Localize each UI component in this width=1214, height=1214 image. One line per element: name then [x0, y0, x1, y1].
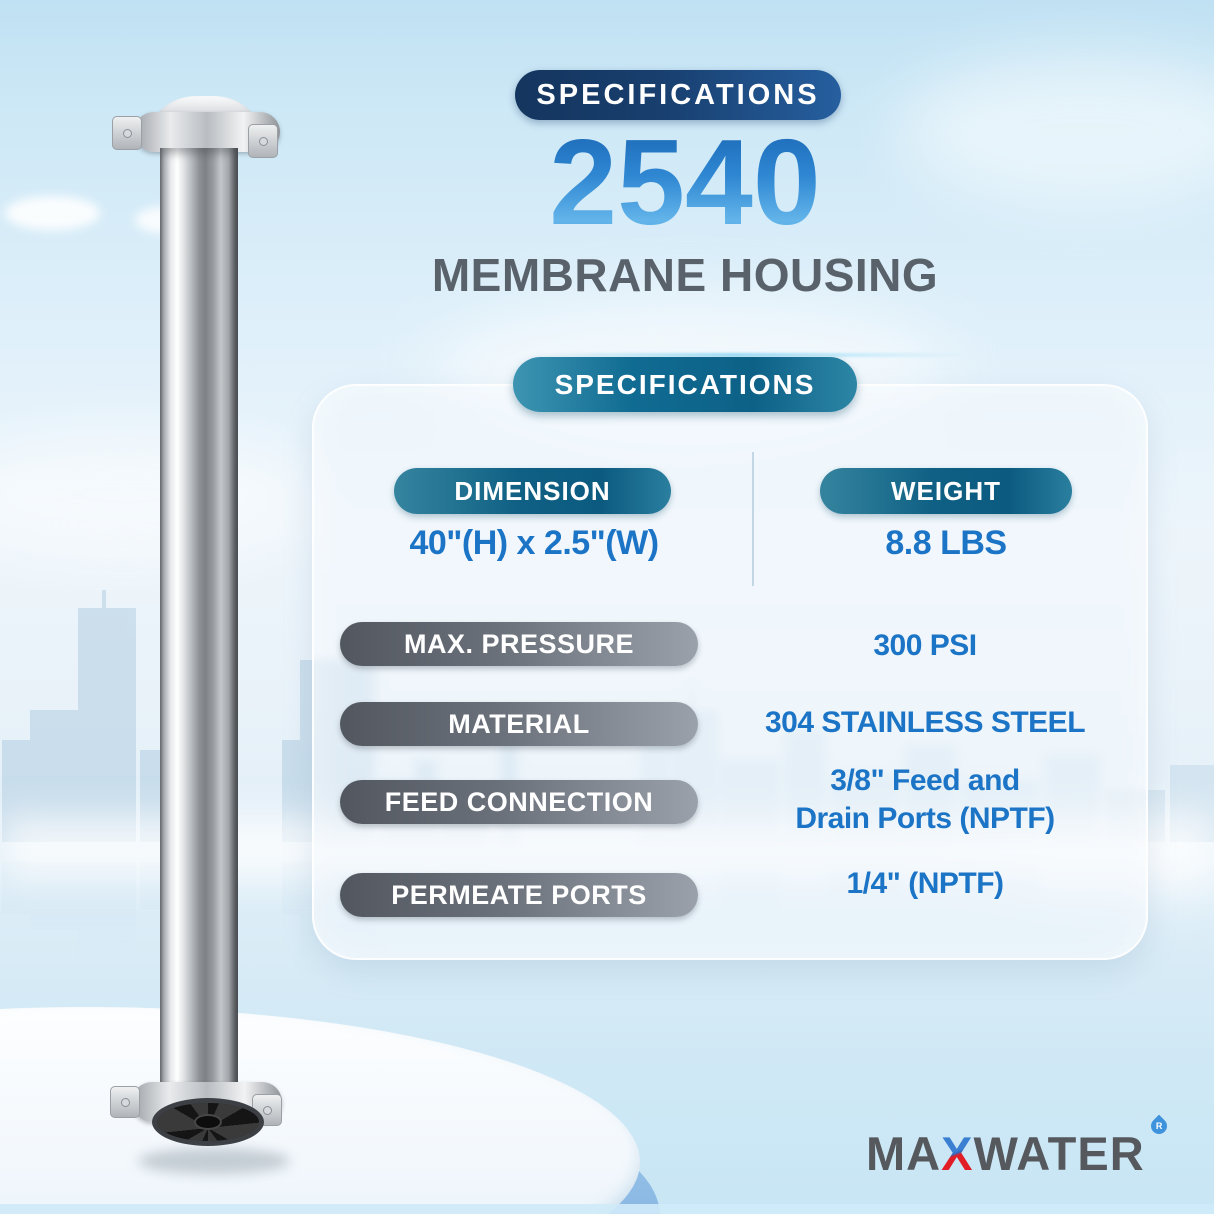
top-clamp-bolt-right [248, 124, 278, 158]
screw [122, 128, 132, 138]
product-code: 2540 [315, 118, 1055, 246]
weight-label: WEIGHT [891, 475, 1001, 506]
specifications-badge-card: SPECIFICATIONS [513, 357, 857, 412]
feed-connection-label-pill: FEED CONNECTION [340, 780, 698, 824]
cloud [5, 196, 100, 230]
cloud [900, 55, 1214, 205]
dimension-label-pill: DIMENSION [394, 468, 671, 514]
badge-glow [545, 353, 965, 357]
permeate-ports-label: PERMEATE PORTS [391, 879, 647, 910]
screw [262, 1105, 272, 1115]
bottom-clamp-bolt-left [110, 1086, 140, 1118]
weight-label-pill: WEIGHT [820, 468, 1072, 514]
max-pressure-label: MAX. PRESSURE [403, 628, 635, 659]
logo-x-letter: X [941, 1127, 974, 1180]
feed-connection-value: 3/8" Feed and Drain Ports (NPTF) [795, 764, 1055, 836]
dimension-label: DIMENSION [454, 475, 611, 506]
dimension-value: 40"(H) x 2.5"(W) [409, 524, 659, 562]
pedestal-top [0, 1007, 640, 1214]
material-label-pill: MATERIAL [340, 702, 698, 746]
material-value: 304 STAINLESS STEEL [764, 706, 1086, 739]
product-name: MEMBRANE HOUSING [431, 249, 939, 301]
max-pressure-value: 300 PSI [873, 629, 977, 662]
specifications-badge-card-label: SPECIFICATIONS [554, 368, 816, 400]
maxwater-logo: MAXWATER R [866, 1114, 1171, 1181]
logo-text-ma: MA [866, 1127, 942, 1180]
specifications-badge-top: SPECIFICATIONS [515, 70, 841, 120]
max-pressure-label-pill: MAX. PRESSURE [340, 622, 698, 666]
weight-value: 8.8 LBS [885, 524, 1007, 562]
screw [258, 136, 268, 146]
registered-mark: R [1155, 1121, 1162, 1131]
material-label: MATERIAL [448, 708, 590, 739]
permeate-ports-value: 1/4" (NPTF) [846, 867, 1004, 900]
column-divider [752, 452, 754, 586]
housing-end-cap [152, 1098, 264, 1146]
housing-tube-body [160, 148, 238, 1090]
screw [120, 1097, 130, 1107]
end-cap-hub [194, 1114, 222, 1130]
logo-text-water: WATER [973, 1127, 1145, 1180]
housing-shadow [138, 1148, 290, 1174]
feed-connection-label: FEED CONNECTION [384, 786, 654, 817]
top-clamp-bolt-left [112, 116, 142, 150]
bottom-strip [0, 1204, 1214, 1214]
permeate-ports-label-pill: PERMEATE PORTS [340, 873, 698, 917]
specifications-badge-top-label: SPECIFICATIONS [536, 78, 820, 111]
